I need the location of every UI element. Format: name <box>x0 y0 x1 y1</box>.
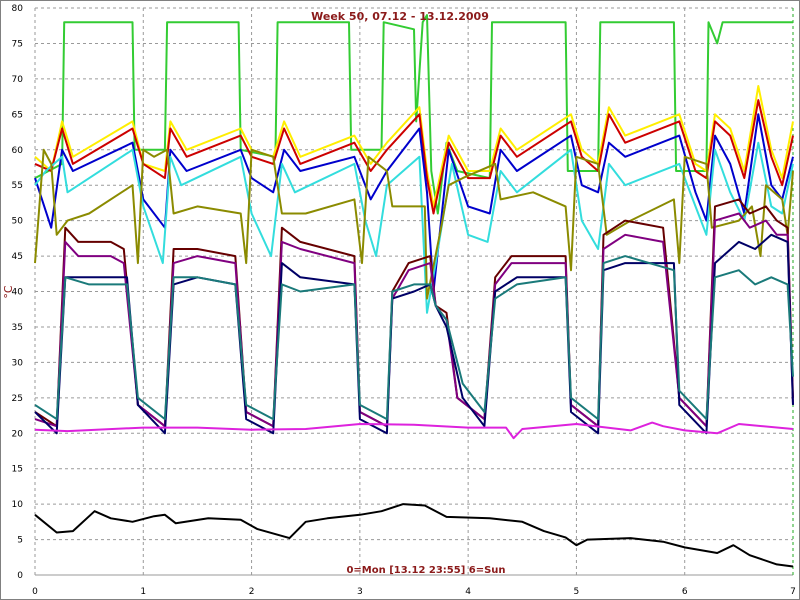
x-tick-label: 4 <box>465 587 471 597</box>
y-tick-label: 10 <box>12 500 24 510</box>
series-line-1 <box>34 14 793 215</box>
y-tick-label: 80 <box>12 4 24 14</box>
y-tick-label: 65 <box>12 110 23 120</box>
series-line-6 <box>34 148 794 300</box>
series-line-11 <box>34 421 794 440</box>
y-tick-label: 45 <box>12 252 23 262</box>
chart-title: Week 50, 07.12 - 13.12.2009 <box>311 10 489 23</box>
x-tick-label: 0 <box>32 587 38 597</box>
y-tick-label: 25 <box>12 394 23 404</box>
y-tick-label: 60 <box>12 146 24 156</box>
y-tick-label: 15 <box>12 465 23 475</box>
series-line-10 <box>34 255 794 421</box>
y-tick-label: 55 <box>12 181 23 191</box>
y-tick-label: 40 <box>12 288 24 298</box>
y-tick-label: 0 <box>17 571 23 581</box>
chart-footer: 0=Mon [13.12 23:55] 6=Sun <box>346 565 505 576</box>
x-axis-tick-labels: 0 1 2 3 4 5 6 7 <box>32 587 796 597</box>
x-tick-label: 7 <box>790 587 796 597</box>
x-tick-label: 3 <box>357 587 363 597</box>
y-axis-tick-labels: 0 5 10 15 20 25 30 35 40 45 50 55 60 65 70 75 80 <box>12 4 24 581</box>
x-tick-label: 5 <box>574 587 580 597</box>
y-tick-label: 35 <box>12 323 23 333</box>
x-tick-label: 1 <box>140 587 146 597</box>
y-tick-label: 20 <box>12 429 24 439</box>
y-tick-label: 30 <box>12 358 24 368</box>
x-tick-label: 2 <box>249 587 255 597</box>
y-axis-label: °C <box>2 285 15 299</box>
y-tick-label: 75 <box>12 39 23 49</box>
x-tick-label: 6 <box>682 587 688 597</box>
series-line-12 <box>34 503 794 568</box>
series-lines <box>34 14 794 568</box>
y-tick-label: 70 <box>12 75 24 85</box>
y-tick-label: 5 <box>17 536 23 546</box>
y-tick-label: 50 <box>12 217 24 227</box>
